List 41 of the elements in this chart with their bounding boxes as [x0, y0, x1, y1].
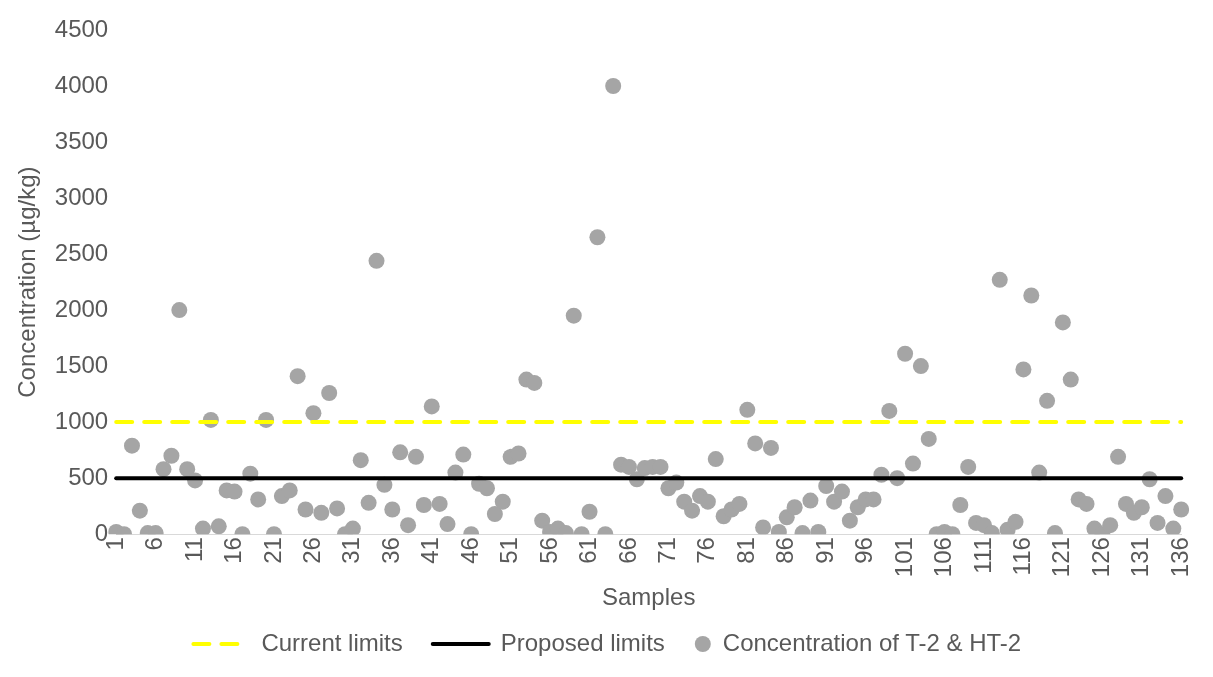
x-tick-label: 96 — [850, 537, 878, 564]
y-tick-label: 3000 — [54, 182, 109, 210]
x-tick-label: 76 — [692, 537, 720, 564]
x-tick-label: 131 — [1126, 537, 1154, 578]
x-tick-label: 106 — [929, 537, 957, 578]
legend-label: Concentration of T-2 & HT-2 — [722, 628, 1022, 656]
x-tick-label: 6 — [140, 537, 168, 551]
y-axis-title: Concentration (µg/kg) — [13, 166, 41, 398]
legend-label: Proposed limits — [500, 628, 665, 656]
x-tick-label: 66 — [613, 537, 641, 564]
y-tick-label: 2000 — [54, 294, 109, 322]
x-tick-label: 71 — [653, 537, 681, 564]
x-tick-label: 136 — [1165, 537, 1193, 578]
x-tick-label: 91 — [810, 537, 838, 564]
x-tick-label: 46 — [455, 537, 483, 564]
x-tick-label: 86 — [771, 537, 799, 564]
x-tick-label: 11 — [179, 537, 207, 563]
x-tick-label: 51 — [495, 537, 523, 564]
x-tick-label: 121 — [1047, 537, 1075, 578]
y-tick-label: 3500 — [54, 126, 109, 154]
x-tick-label: 31 — [337, 537, 365, 564]
x-tick-label: 101 — [889, 537, 917, 578]
y-tick-label: 1500 — [54, 350, 109, 378]
x-tick-label: 56 — [534, 537, 562, 564]
y-tick-label: 4500 — [54, 14, 109, 42]
x-axis-title: Samples — [602, 583, 696, 611]
x-tick-label: 21 — [258, 537, 286, 564]
y-tick-label: 4000 — [54, 70, 109, 98]
y-tick-label: 1000 — [54, 406, 109, 434]
y-tick-label: 2500 — [54, 238, 109, 266]
x-tick-label: 16 — [219, 537, 247, 564]
x-tick-label: 81 — [731, 537, 759, 564]
x-tick-label: 41 — [416, 537, 444, 564]
x-tick-label: 126 — [1086, 537, 1114, 578]
x-tick-label: 116 — [1008, 537, 1036, 576]
x-tick-label: 61 — [574, 537, 602, 564]
y-tick-label: 500 — [68, 462, 109, 490]
legend-label: Current limits — [261, 628, 403, 656]
x-tick-label: 111 — [968, 537, 996, 574]
x-tick-label: 26 — [298, 537, 326, 564]
x-tick-label: 36 — [376, 537, 404, 564]
